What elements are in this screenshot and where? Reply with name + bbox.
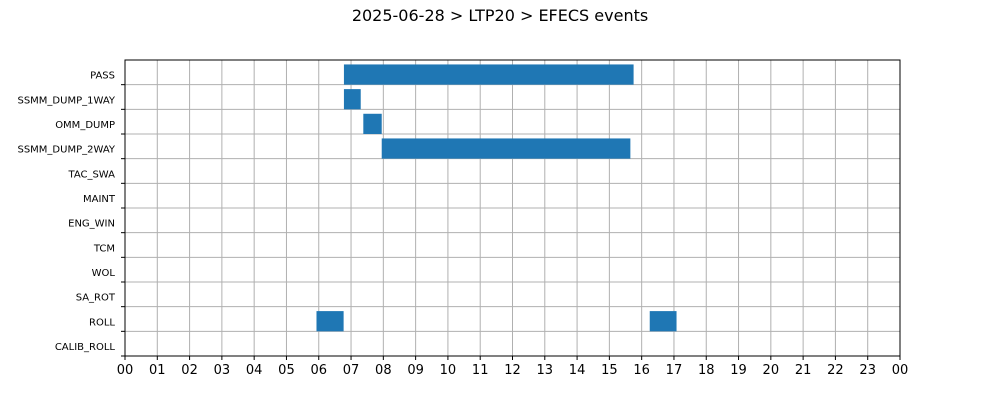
x-tick-label: 12: [504, 363, 521, 378]
grid-lines: [124, 60, 901, 356]
x-tick-label: 11: [472, 363, 489, 378]
chart-title: 2025-06-28 > LTP20 > EFECS events: [351, 6, 649, 25]
y-axis: PASS SSMM_DUMP_1WAY OMM_DUMP SSMM_DUMP_2WAY…: [17, 71, 125, 357]
x-tick-label: 09: [407, 363, 424, 378]
x-tick-label: 22: [827, 363, 844, 378]
event-bar-roll: [316, 311, 344, 332]
y-tick-label: CALIB_ROLL: [55, 342, 116, 353]
x-tick-label: 20: [763, 363, 780, 378]
x-axis: 00 01 02 03 04 05 06 07 08 09 10 11 12 13 14 15 16 17 18 19…: [117, 356, 909, 378]
x-tick-label: 00: [117, 363, 134, 378]
x-tick-label: 19: [730, 363, 747, 378]
y-tick-label: TAC_SWA: [67, 169, 115, 180]
x-tick-label: 05: [278, 363, 295, 378]
y-tick-label: PASS: [90, 71, 115, 82]
x-tick-label: 17: [666, 363, 683, 378]
y-tick-label: SA_ROT: [76, 293, 116, 304]
x-tick-label: 06: [310, 363, 327, 378]
x-tick-label: 10: [440, 363, 457, 378]
y-tick-label: WOL: [92, 268, 116, 279]
x-tick-label: 00: [892, 363, 909, 378]
x-tick-label: 07: [343, 363, 360, 378]
y-tick-label: SSMM_DUMP_2WAY: [17, 145, 115, 156]
x-tick-label: 21: [795, 363, 812, 378]
event-bar-ssmm-dump-2way: [381, 138, 631, 159]
y-tick-label: OMM_DUMP: [55, 120, 115, 131]
x-tick-label: 16: [633, 363, 650, 378]
y-tick-label: ROLL: [89, 317, 115, 328]
y-tick-label: MAINT: [83, 194, 116, 205]
x-tick-label: 15: [601, 363, 618, 378]
y-tick-label: ENG_WIN: [68, 219, 115, 230]
x-tick-label: 23: [859, 363, 876, 378]
event-bar-omm-dump: [363, 113, 382, 134]
event-bar-pass: [343, 64, 634, 85]
event-bar-ssmm-dump-1way: [343, 89, 361, 110]
x-tick-label: 02: [181, 363, 198, 378]
x-tick-label: 18: [698, 363, 715, 378]
x-tick-label: 03: [214, 363, 231, 378]
x-tick-label: 14: [569, 363, 586, 378]
x-tick-label: 04: [246, 363, 263, 378]
x-tick-label: 01: [149, 363, 166, 378]
y-tick-label: SSMM_DUMP_1WAY: [17, 95, 115, 106]
x-tick-label: 13: [537, 363, 554, 378]
event-bar-roll: [649, 311, 677, 332]
event-bars: [316, 64, 677, 332]
y-tick-label: TCM: [93, 243, 115, 254]
x-tick-label: 08: [375, 363, 392, 378]
